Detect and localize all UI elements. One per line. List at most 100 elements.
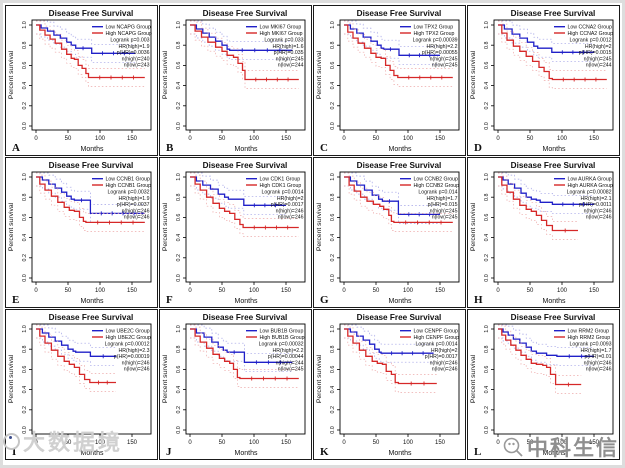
- x-tick-label: 50: [219, 440, 226, 446]
- high-ci-lower: [36, 337, 116, 392]
- y-tick-label: 0.2: [330, 254, 336, 261]
- low-survival-curve: [498, 328, 594, 357]
- low-ci-upper: [36, 20, 136, 45]
- km-chart: Disease Free Survival Percent survival Mon…: [316, 313, 460, 458]
- y-tick-label: 0.8: [176, 193, 182, 201]
- high-survival-curve: [344, 24, 453, 79]
- low-survival-curve: [36, 328, 116, 357]
- legend-label: High AURKA Group: [568, 183, 613, 189]
- y-tick-label: 0.6: [22, 214, 28, 222]
- panel-letter: C: [320, 142, 328, 154]
- y-tick-label: 1.0: [484, 21, 490, 29]
- high-survival-curve: [36, 328, 116, 384]
- stat-line: HR(high)=2: [431, 348, 458, 354]
- low-group-curve: [36, 172, 145, 223]
- legend-label: Low BUB1B Group: [260, 329, 304, 335]
- stat-line: p(HR)=0.00044: [268, 354, 304, 360]
- panel-title: Disease Free Survival: [357, 9, 442, 18]
- stat-line: Logrank p=0.0014: [416, 342, 458, 348]
- y-tick-label: 0.2: [484, 102, 490, 110]
- x-tick-label: 0: [188, 136, 192, 142]
- y-axis-label: Percent survival: [8, 50, 15, 99]
- high-ci-upper: [190, 20, 299, 71]
- plot-frame: [31, 323, 152, 435]
- stat-line: n(high)=245: [430, 208, 458, 214]
- x-tick-label: 50: [373, 288, 380, 294]
- low-ci-lower: [498, 33, 594, 62]
- x-tick-label: 100: [557, 288, 568, 294]
- stat-line: HR(high)=1.9: [119, 44, 150, 50]
- panel-letter: I: [12, 446, 16, 458]
- plot-frame: [185, 19, 306, 131]
- high-ci-upper: [36, 20, 145, 69]
- y-tick-label: 1.0: [176, 325, 182, 333]
- x-axis-label: Months: [81, 450, 104, 457]
- panel-title: Disease Free Survival: [357, 161, 442, 170]
- y-tick-label: 0.4: [176, 234, 182, 242]
- y-axis-ticks: 1.0 0.8 0.6 0.4 0.2 0.0: [176, 325, 186, 434]
- stats-block: Logrank p=0.00039HR(high)=2.2p(HR)=0.000…: [413, 38, 458, 69]
- y-tick-label: 0.0: [176, 426, 182, 434]
- high-group-curve: [36, 20, 145, 87]
- panel-letter: H: [474, 294, 483, 306]
- x-tick-label: 100: [403, 288, 414, 294]
- km-chart: Disease Free Survival Percent survival Mon…: [162, 313, 306, 458]
- plot-frame: [493, 19, 614, 131]
- y-tick-label: 0.6: [176, 366, 182, 374]
- x-axis-label: Months: [389, 450, 412, 457]
- x-axis-ticks: 0 50 100 150: [342, 282, 446, 294]
- y-axis-label: Percent survival: [316, 50, 323, 99]
- survival-grid: Disease Free Survival Percent survival Mon…: [5, 5, 620, 460]
- x-axis-ticks: 0 50 100 150: [496, 130, 600, 142]
- stat-line: n(low)=246: [278, 215, 304, 221]
- stat-line: p(HR)=0.00055: [422, 50, 458, 56]
- km-panel-rrm2: Disease Free Survival Percent survival Mon…: [467, 309, 620, 460]
- stats-block: Logrank p=0.0093HR(high)=1.7p(HR)=0.01n(…: [570, 342, 612, 373]
- stats-block: Logrank p=0.00032HR(high)=2.2p(HR)=0.000…: [259, 342, 304, 373]
- low-ci-upper: [344, 172, 440, 206]
- km-panel-cdk1: Disease Free Survival Percent survival Mon…: [159, 157, 312, 308]
- y-tick-label: 0.4: [22, 234, 28, 242]
- low-survival-curve: [344, 24, 440, 56]
- panel-title: Disease Free Survival: [203, 313, 288, 322]
- low-group-curve: [344, 172, 440, 224]
- stats-block: Logrank p=0.0032HR(high)=1.9p(HR)=0.0037…: [108, 190, 150, 221]
- stats-block: Logrank p=0.003HR(high)=1.9p(HR)=0.0036n…: [110, 38, 149, 69]
- x-tick-label: 50: [65, 136, 72, 142]
- y-tick-label: 0.0: [484, 122, 490, 130]
- stat-line: n(low)=245: [432, 63, 458, 69]
- x-axis-label: Months: [81, 298, 104, 305]
- y-tick-label: 0.4: [22, 386, 28, 394]
- panel-letter: G: [320, 294, 329, 306]
- stat-line: p(HR)=0.0017: [271, 202, 304, 208]
- x-axis-ticks: 0 50 100 150: [342, 130, 446, 142]
- low-group-curve: [36, 20, 136, 63]
- stat-line: n(high)=246: [430, 360, 458, 366]
- x-tick-label: 0: [34, 136, 38, 142]
- stat-line: p(HR)=0.01: [585, 354, 612, 360]
- x-tick-label: 150: [589, 440, 600, 446]
- high-group-curve: [344, 172, 453, 232]
- x-tick-label: 0: [188, 440, 192, 446]
- km-chart: Disease Free Survival Percent survival Mon…: [470, 9, 614, 154]
- plot-frame: [339, 19, 460, 131]
- y-axis-ticks: 1.0 0.8 0.6 0.4 0.2 0.0: [484, 325, 494, 434]
- y-tick-label: 1.0: [176, 21, 182, 29]
- x-tick-label: 50: [65, 440, 72, 446]
- km-panel-ccna2: Disease Free Survival Percent survival Mon…: [467, 5, 620, 156]
- km-panel-mki67: Disease Free Survival Percent survival Mon…: [159, 5, 312, 156]
- x-tick-label: 0: [342, 136, 346, 142]
- legend-label: Low MKI67 Group: [260, 25, 302, 31]
- x-tick-label: 150: [127, 440, 138, 446]
- x-tick-label: 150: [589, 288, 600, 294]
- legend-label: Low AURKA Group: [568, 177, 612, 183]
- stat-line: n(high)=246: [122, 208, 150, 214]
- low-ci-lower: [498, 337, 594, 366]
- km-panel-ccnb2: Disease Free Survival Percent survival Mon…: [313, 157, 466, 308]
- stat-line: p(HR)=0.035: [274, 50, 304, 56]
